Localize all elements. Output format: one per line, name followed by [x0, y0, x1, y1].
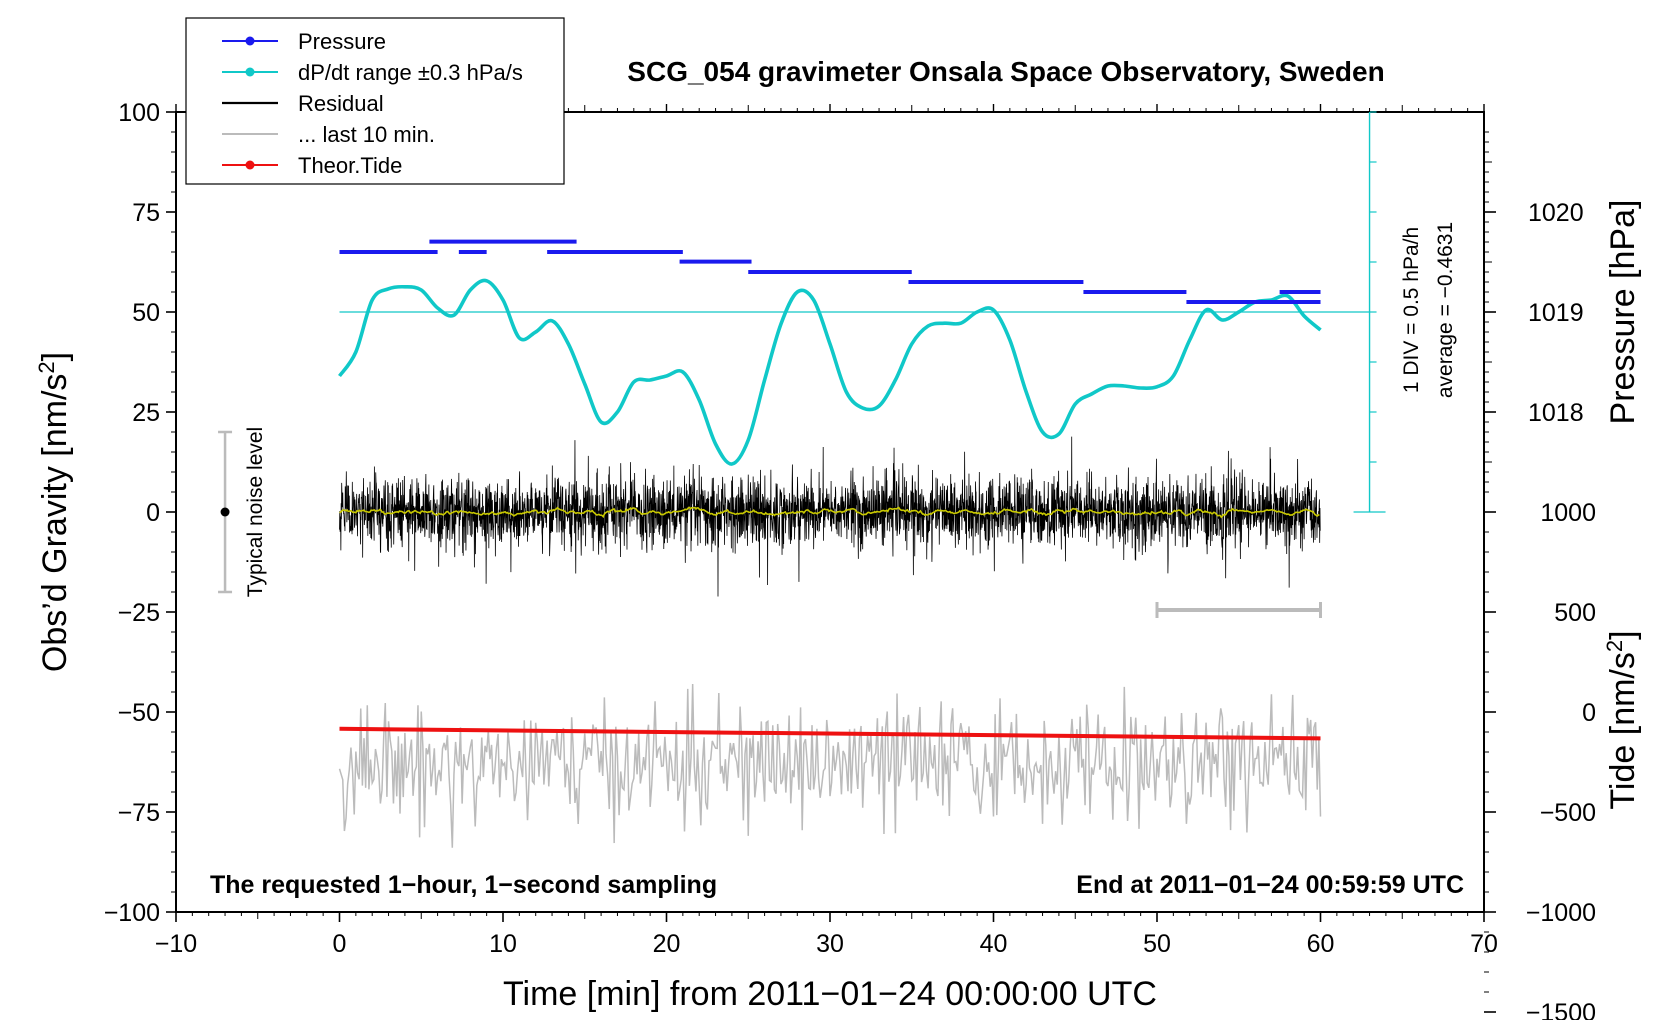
- x-tick-label: 50: [1143, 930, 1171, 958]
- x-tick-label: −10: [155, 930, 197, 958]
- y-tick-label: −100: [104, 899, 160, 927]
- pressure-tick-label: 1018: [1528, 399, 1584, 427]
- tide-tick-label: −1500: [1526, 999, 1596, 1020]
- annotation-sampling: The requested 1−hour, 1−second sampling: [210, 871, 717, 899]
- legend: Pressure dP/dt range ±0.3 hPa/s Residual..…: [185, 17, 565, 185]
- chart-title: SCG_054 gravimeter Onsala Space Observat…: [627, 56, 1384, 87]
- last-10-min-series: [338, 683, 1322, 848]
- legend-marker: [245, 67, 255, 77]
- x-tick-label: 0: [333, 930, 347, 958]
- y-tick-label: 50: [132, 299, 160, 327]
- tide-axis-ticks: 1000 500 0 −500 −1000 −1500: [1484, 499, 1596, 1020]
- pressure-tick-label: 1020: [1528, 199, 1584, 227]
- pressure-axis-ticks: 1020 1019 1018: [1484, 131, 1584, 493]
- tide-tick-label: 500: [1554, 599, 1596, 627]
- last-10-min-marker: [1155, 602, 1322, 618]
- legend-marker: [245, 36, 255, 46]
- x-axis-ticks: −10 0 10 20 30 40 50 60 70: [155, 104, 1498, 958]
- y-tick-label: 0: [146, 499, 160, 527]
- tide-tick-label: −500: [1540, 799, 1596, 827]
- pressure-tick-label: 1019: [1528, 299, 1584, 327]
- x-tick-label: 70: [1470, 930, 1498, 958]
- theoretical-tide-series: [339, 726, 1321, 741]
- x-tick-label: 60: [1307, 930, 1335, 958]
- tide-tick-label: 1000: [1540, 499, 1596, 527]
- y-axis-title-pressure: Pressure [hPa]: [1604, 200, 1642, 425]
- y-tick-label: 25: [132, 399, 160, 427]
- y-axis-title-left: Obs’d Gravity [nm/s2]: [34, 352, 74, 672]
- residual-mean-line: [339, 506, 1320, 519]
- dpdt-line: [338, 278, 1322, 466]
- noise-level-label: Typical noise level: [244, 427, 267, 597]
- legend-label: Pressure: [298, 29, 386, 54]
- legend-item: Theor.Tide: [222, 153, 402, 178]
- x-tick-label: 20: [653, 930, 681, 958]
- residual-mean-series: [339, 506, 1320, 519]
- legend-item: Residual: [222, 91, 384, 116]
- noise-bar-center: [220, 507, 230, 517]
- legend-label: Residual: [298, 91, 384, 116]
- legend-item: Pressure: [222, 29, 386, 54]
- legend-item: dP/dt range ±0.3 hPa/s: [222, 60, 523, 85]
- legend-box: [185, 17, 565, 185]
- y-tick-label: −75: [118, 799, 160, 827]
- noise-level-bar: [218, 430, 233, 594]
- y-tick-label: −50: [118, 699, 160, 727]
- tide-tick-label: −1000: [1526, 899, 1596, 927]
- legend-label: Theor.Tide: [298, 153, 402, 178]
- legend-label: ... last 10 min.: [298, 122, 435, 147]
- legend-label: dP/dt range ±0.3 hPa/s: [298, 60, 523, 85]
- x-tick-label: 30: [816, 930, 844, 958]
- last-10-min-line: [338, 683, 1322, 848]
- scale-bar-label-div: 1 DIV = 0.5 hPa/h: [1400, 227, 1423, 393]
- scale-bar-label-average: average = −0.4631: [1434, 222, 1457, 398]
- x-tick-label: 10: [489, 930, 517, 958]
- dpdt-series: [338, 278, 1322, 466]
- y-tick-label: 75: [132, 199, 160, 227]
- scale-bar: [1353, 111, 1386, 513]
- x-tick-label: 40: [980, 930, 1008, 958]
- y-axis-ticks: 100 75 50 25 0 −25 −50 −75 −100: [104, 99, 176, 927]
- residual-series: [339, 436, 1321, 597]
- pressure-series: [339, 239, 1321, 304]
- tide-tick-label: 0: [1582, 699, 1596, 727]
- y-tick-label: −25: [118, 599, 160, 627]
- annotation-end-time: End at 2011−01−24 00:59:59 UTC: [1076, 871, 1464, 899]
- y-tick-label: 100: [118, 99, 160, 127]
- x-axis-title: Time [min] from 2011−01−24 00:00:00 UTC: [503, 975, 1157, 1013]
- residual-line: [339, 436, 1321, 597]
- legend-marker: [245, 160, 255, 170]
- y-axis-title-tide: Tide [nm/s2]: [1602, 630, 1642, 809]
- legend-item: ... last 10 min.: [222, 122, 435, 147]
- tide-line: [339, 726, 1321, 741]
